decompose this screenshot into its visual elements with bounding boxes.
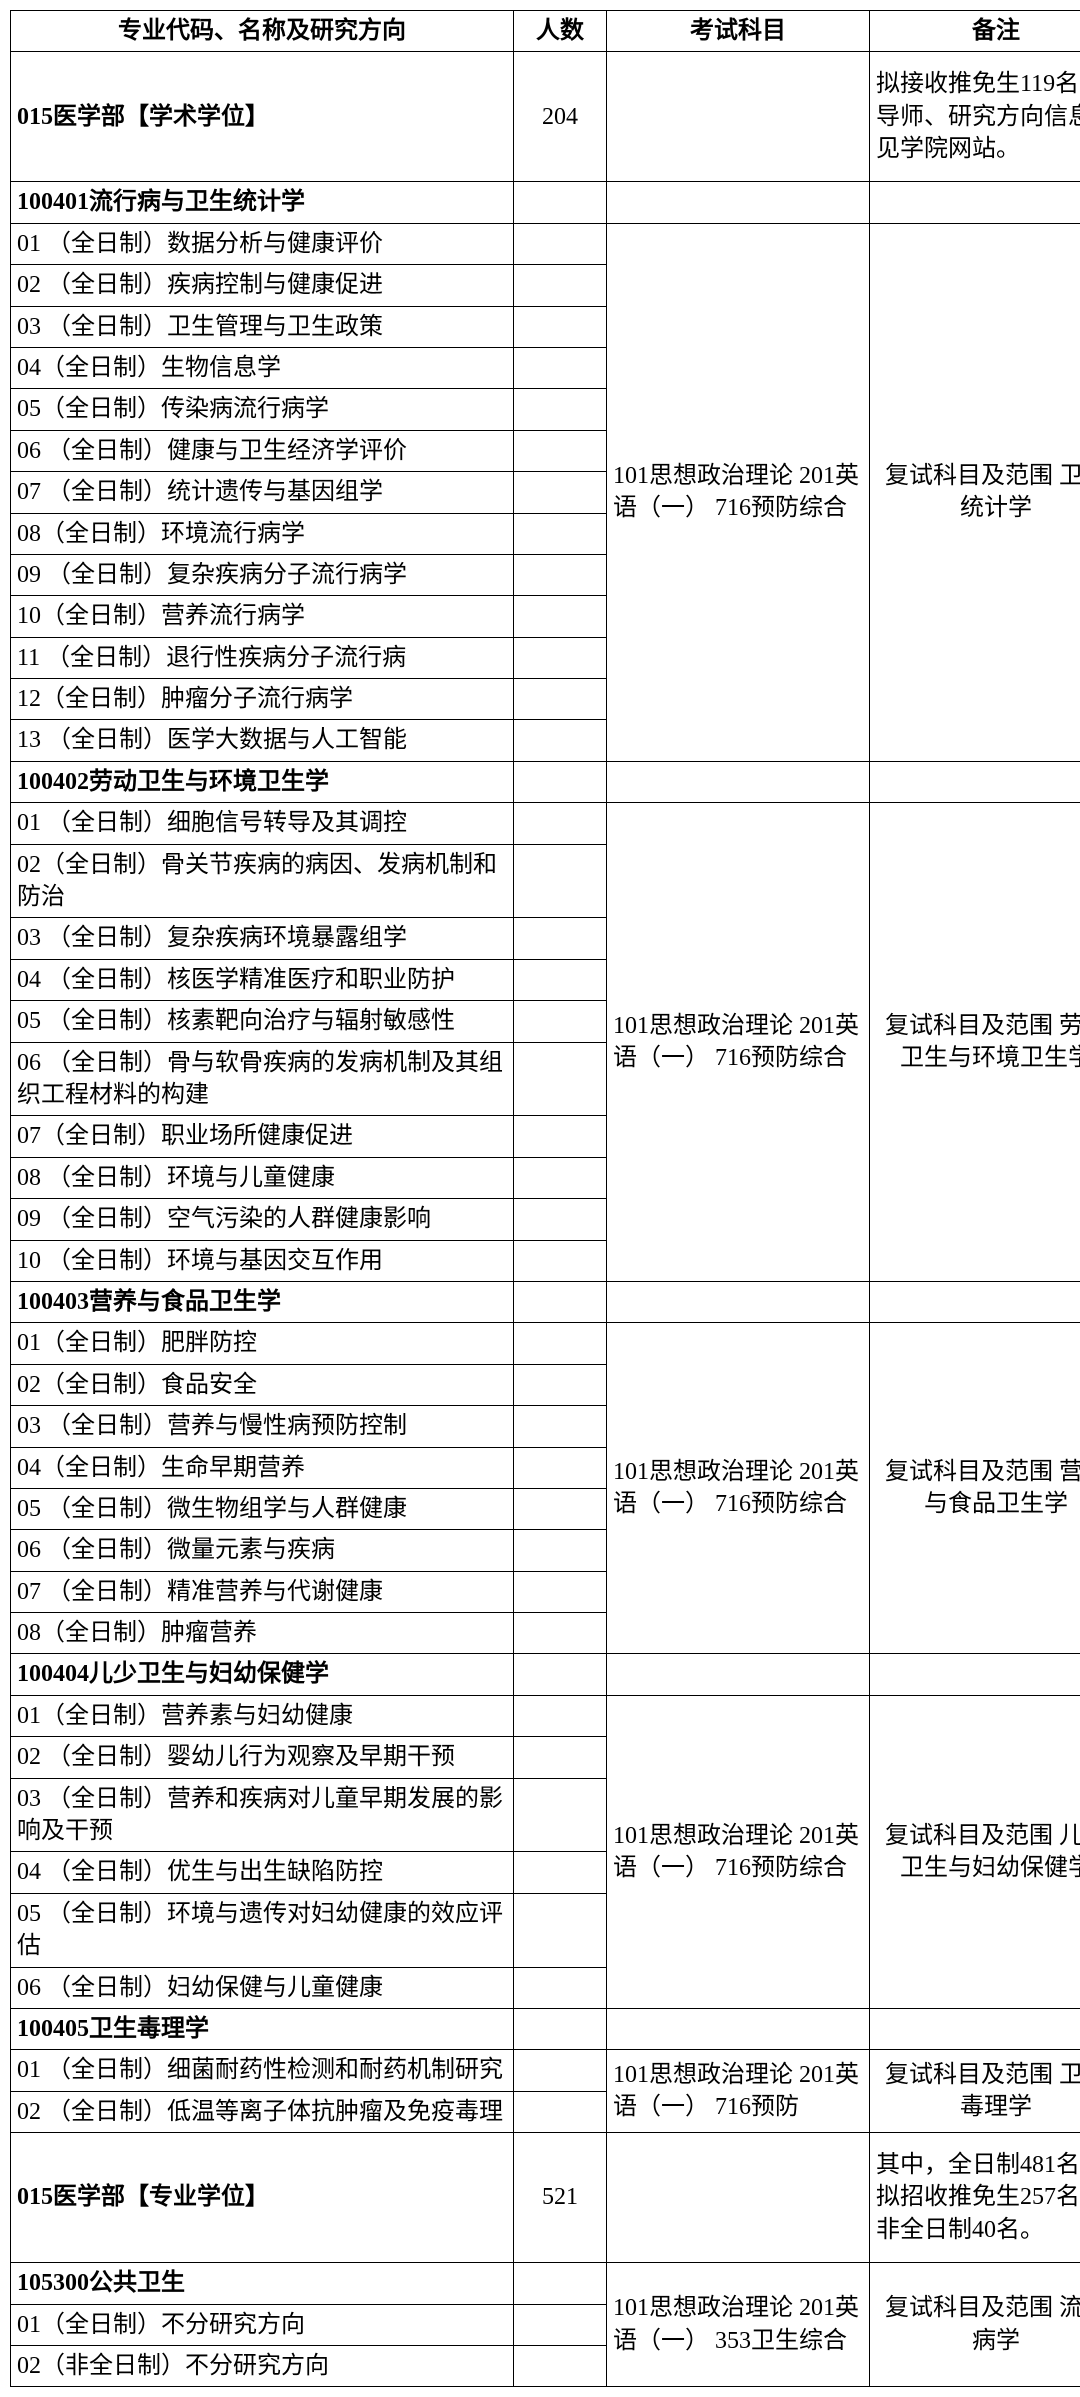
- g3-r1: 02（全日制）食品安全: [11, 1364, 514, 1405]
- header-c2: 人数: [514, 11, 607, 52]
- g6-note: 复试科目及范围 流行病学: [870, 2263, 1080, 2387]
- header-row: 专业代码、名称及研究方向 人数 考试科目 备注: [11, 11, 1080, 52]
- g1-r6: 07 （全日制）统计遗传与基因组学: [11, 472, 514, 513]
- g1-r8: 09 （全日制）复杂疾病分子流行病学: [11, 554, 514, 595]
- g6-title: 105300公共卫生: [11, 2263, 514, 2304]
- g4-title: 100404儿少卫生与妇幼保健学: [11, 1654, 514, 1695]
- g2-r6: 07（全日制）职业场所健康促进: [11, 1116, 514, 1157]
- g2-r9: 10 （全日制）环境与基因交互作用: [11, 1240, 514, 1281]
- g2-r2: 03 （全日制）复杂疾病环境暴露组学: [11, 918, 514, 959]
- dept2-name: 015医学部【专业学位】: [11, 2133, 514, 2263]
- dept2-exam: [607, 2133, 870, 2263]
- dept2-row: 015医学部【专业学位】 521 其中，全日制481名，拟招收推免生257名；非…: [11, 2133, 1080, 2263]
- dept1-row: 015医学部【学术学位】 204 拟接收推免生119名， 导师、研究方向信息详见…: [11, 52, 1080, 182]
- g2-r8: 09 （全日制）空气污染的人群健康影响: [11, 1199, 514, 1240]
- g1-exam: 101思想政治理论 201英语（一） 716预防综合: [607, 223, 870, 761]
- g5-r0: 01 （全日制）细菌耐药性检测和耐药机制研究: [11, 2050, 514, 2091]
- g1-r2: 03 （全日制）卫生管理与卫生政策: [11, 306, 514, 347]
- g2-r5: 06 （全日制）骨与软骨疾病的发病机制及其组 织工程材料的构建: [11, 1042, 514, 1116]
- g3-r4: 05 （全日制）微生物组学与人群健康: [11, 1488, 514, 1529]
- header-c3: 考试科目: [607, 11, 870, 52]
- g1-r10: 11 （全日制）退行性疾病分子流行病: [11, 637, 514, 678]
- g4-exam: 101思想政治理论 201英语（一） 716预防综合: [607, 1695, 870, 2008]
- g3-exam: 101思想政治理论 201英语（一） 716预防综合: [607, 1323, 870, 1654]
- g3-r7: 08（全日制）肿瘤营养: [11, 1613, 514, 1654]
- dept2-note: 其中，全日制481名，拟招收推免生257名；非全日制40名。: [870, 2133, 1080, 2263]
- g4-r5: 06 （全日制）妇幼保健与儿童健康: [11, 1967, 514, 2008]
- g1-r3: 04（全日制）生物信息学: [11, 347, 514, 388]
- g5-note: 复试科目及范围 卫生毒理学: [870, 2050, 1080, 2133]
- g1-r4: 05（全日制）传染病流行病学: [11, 389, 514, 430]
- g4-r0: 01（全日制）营养素与妇幼健康: [11, 1695, 514, 1736]
- g1-title: 100401流行病与卫生统计学: [11, 182, 514, 223]
- g2-title: 100402劳动卫生与环境卫生学: [11, 761, 514, 802]
- dept1-count: 204: [514, 52, 607, 182]
- g4-r3: 04 （全日制）优生与出生缺陷防控: [11, 1852, 514, 1893]
- g2-exam: 101思想政治理论 201英语（一） 716预防综合: [607, 803, 870, 1282]
- dept1-name: 015医学部【学术学位】: [11, 52, 514, 182]
- g4-r2: 03 （全日制）营养和疾病对儿童早期发展的影 响及干预: [11, 1778, 514, 1852]
- g2-note: 复试科目及范围 劳动卫生与环境卫生学: [870, 803, 1080, 1282]
- g5-r1: 02 （全日制）低温等离子体抗肿瘤及免疫毒理: [11, 2091, 514, 2132]
- g3-r5: 06 （全日制）微量元素与疾病: [11, 1530, 514, 1571]
- g3-title: 100403营养与食品卫生学: [11, 1281, 514, 1322]
- g5-title: 100405卫生毒理学: [11, 2008, 514, 2049]
- g3-r6: 07 （全日制）精准营养与代谢健康: [11, 1571, 514, 1612]
- header-c4: 备注: [870, 11, 1080, 52]
- dept1-exam: [607, 52, 870, 182]
- g2-r4: 05 （全日制）核素靶向治疗与辐射敏感性: [11, 1001, 514, 1042]
- g6-r0: 01（全日制）不分研究方向: [11, 2304, 514, 2345]
- g1-r0: 01 （全日制）数据分析与健康评价: [11, 223, 514, 264]
- g4-r1: 02 （全日制）婴幼儿行为观察及早期干预: [11, 1737, 514, 1778]
- g1-r1: 02 （全日制）疾病控制与健康促进: [11, 265, 514, 306]
- g3-r0: 01（全日制）肥胖防控: [11, 1323, 514, 1364]
- g2-r3: 04 （全日制）核医学精准医疗和职业防护: [11, 959, 514, 1000]
- g1-r5: 06 （全日制）健康与卫生经济学评价: [11, 430, 514, 471]
- g1-r7: 08（全日制）环境流行病学: [11, 513, 514, 554]
- g2-r1: 02（全日制）骨关节疾病的病因、发病机制和 防治: [11, 844, 514, 918]
- g3-note: 复试科目及范围 营养与食品卫生学: [870, 1323, 1080, 1654]
- g1-r11: 12（全日制）肿瘤分子流行病学: [11, 679, 514, 720]
- g1-r9: 10（全日制）营养流行病学: [11, 596, 514, 637]
- g5-exam: 101思想政治理论 201英语（一） 716预防: [607, 2050, 870, 2133]
- g2-r0: 01 （全日制）细胞信号转导及其调控: [11, 803, 514, 844]
- dept1-note: 拟接收推免生119名， 导师、研究方向信息详见学院网站。: [870, 52, 1080, 182]
- g6-r1: 02（非全日制）不分研究方向: [11, 2345, 514, 2386]
- g3-r3: 04（全日制）生命早期营养: [11, 1447, 514, 1488]
- g4-r4: 05 （全日制）环境与遗传对妇幼健康的效应评 估: [11, 1893, 514, 1967]
- catalog-table: 专业代码、名称及研究方向 人数 考试科目 备注 015医学部【学术学位】 204…: [10, 10, 1080, 2387]
- g6-exam: 101思想政治理论 201英语（一） 353卫生综合: [607, 2263, 870, 2387]
- g2-r7: 08 （全日制）环境与儿童健康: [11, 1157, 514, 1198]
- g3-r2: 03 （全日制）营养与慢性病预防控制: [11, 1406, 514, 1447]
- g1-note: 复试科目及范围 卫生统计学: [870, 223, 1080, 761]
- g1-r12: 13 （全日制）医学大数据与人工智能: [11, 720, 514, 761]
- header-c1: 专业代码、名称及研究方向: [11, 11, 514, 52]
- dept2-count: 521: [514, 2133, 607, 2263]
- g4-note: 复试科目及范围 儿少卫生与妇幼保健学: [870, 1695, 1080, 2008]
